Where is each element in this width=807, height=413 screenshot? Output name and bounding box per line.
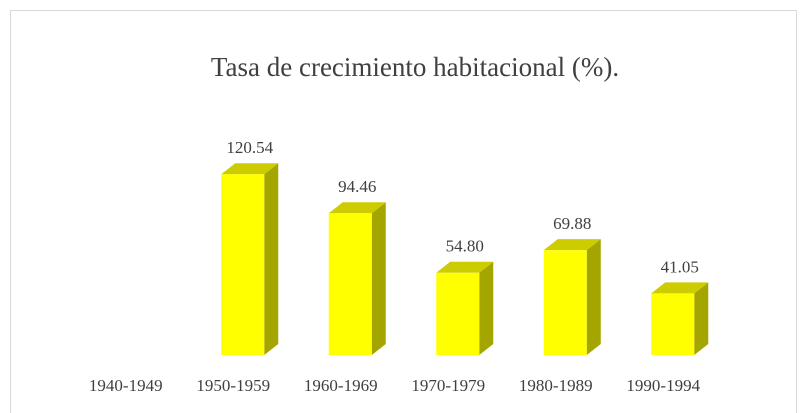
bar-top [651, 282, 709, 294]
bar-front [651, 293, 695, 355]
bar-side [479, 261, 494, 355]
chart-title: Tasa de crecimiento habitacional (%). [211, 52, 619, 82]
data-label: 54.80 [446, 237, 484, 256]
bar-top [328, 202, 386, 214]
data-label: 120.54 [226, 138, 273, 157]
bar-top [436, 261, 494, 273]
bar [328, 202, 386, 355]
bar-front [328, 213, 372, 355]
bar-front [436, 272, 480, 355]
bar-top [543, 239, 601, 251]
x-tick-label: 1950-1959 [196, 376, 270, 395]
data-label: 94.46 [338, 177, 376, 196]
bar-side [264, 163, 279, 355]
x-tick-label: 1960-1969 [304, 376, 378, 395]
x-tick-label: 1940-1949 [89, 376, 163, 395]
data-label: 69.88 [553, 214, 591, 233]
bar-side [586, 239, 601, 355]
bar-side [694, 282, 709, 355]
bar [221, 163, 279, 355]
bar [436, 261, 494, 355]
bar-top [221, 163, 279, 175]
x-tick-label: 1970-1979 [411, 376, 485, 395]
bar [543, 239, 601, 355]
data-label: 41.05 [661, 257, 699, 276]
bar-front [221, 174, 265, 355]
bar-front [543, 250, 587, 355]
x-tick-label: 1980-1989 [519, 376, 593, 395]
bar-side [371, 202, 386, 355]
x-tick-label: 1990-1994 [626, 376, 700, 395]
bar [651, 282, 709, 355]
